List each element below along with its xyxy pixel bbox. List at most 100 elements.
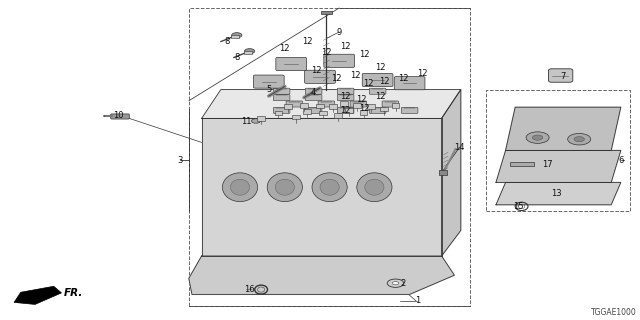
- Text: 12: 12: [340, 92, 351, 100]
- FancyBboxPatch shape: [394, 77, 425, 90]
- Text: 13: 13: [552, 189, 562, 198]
- Text: 12: 12: [331, 74, 341, 83]
- FancyBboxPatch shape: [273, 88, 290, 94]
- FancyBboxPatch shape: [273, 108, 290, 114]
- Circle shape: [526, 132, 549, 143]
- Bar: [439, 170, 447, 175]
- Text: 12: 12: [379, 77, 389, 86]
- Bar: [321, 11, 332, 14]
- FancyBboxPatch shape: [337, 108, 354, 114]
- Bar: [257, 116, 265, 121]
- Polygon shape: [14, 286, 61, 304]
- FancyBboxPatch shape: [369, 108, 386, 114]
- Text: 12: 12: [340, 106, 351, 115]
- Text: 12: 12: [363, 79, 373, 88]
- Bar: [284, 104, 292, 109]
- FancyBboxPatch shape: [305, 88, 322, 94]
- Ellipse shape: [223, 173, 258, 202]
- Polygon shape: [496, 150, 621, 182]
- Text: 12: 12: [360, 104, 370, 113]
- FancyBboxPatch shape: [305, 70, 335, 83]
- FancyBboxPatch shape: [273, 95, 290, 101]
- Bar: [345, 108, 353, 113]
- Circle shape: [244, 49, 255, 54]
- Ellipse shape: [275, 179, 294, 195]
- Bar: [244, 51, 252, 54]
- Text: 15: 15: [513, 202, 524, 211]
- FancyBboxPatch shape: [362, 74, 393, 87]
- Bar: [334, 113, 342, 118]
- Circle shape: [574, 137, 584, 142]
- FancyBboxPatch shape: [401, 108, 418, 114]
- Text: 12: 12: [340, 42, 351, 51]
- Ellipse shape: [320, 179, 339, 195]
- Text: 3: 3: [178, 156, 183, 164]
- FancyBboxPatch shape: [337, 88, 354, 94]
- Ellipse shape: [230, 179, 250, 195]
- Text: FR.: FR.: [64, 288, 83, 298]
- Text: 10: 10: [113, 111, 124, 120]
- Text: 12: 12: [398, 74, 408, 83]
- Circle shape: [392, 282, 399, 285]
- FancyBboxPatch shape: [337, 95, 354, 101]
- Polygon shape: [202, 90, 461, 118]
- FancyBboxPatch shape: [253, 75, 284, 88]
- Text: 9: 9: [337, 28, 342, 36]
- Polygon shape: [442, 90, 461, 256]
- Text: 16: 16: [244, 285, 255, 294]
- Text: 12: 12: [417, 69, 428, 78]
- Text: 12: 12: [350, 71, 360, 80]
- FancyBboxPatch shape: [305, 108, 322, 114]
- Text: 7: 7: [561, 72, 566, 81]
- Text: 12: 12: [280, 44, 290, 52]
- Text: 17: 17: [542, 160, 552, 169]
- Bar: [329, 104, 337, 109]
- Bar: [340, 101, 348, 106]
- Bar: [275, 111, 282, 115]
- Text: 12: 12: [376, 92, 386, 100]
- Bar: [303, 109, 311, 114]
- Bar: [510, 162, 534, 166]
- Circle shape: [568, 133, 591, 145]
- Circle shape: [532, 135, 543, 140]
- Circle shape: [387, 279, 404, 287]
- FancyBboxPatch shape: [111, 114, 129, 119]
- Text: 12: 12: [360, 50, 370, 59]
- FancyBboxPatch shape: [305, 95, 322, 101]
- Text: TGGAE1000: TGGAE1000: [591, 308, 637, 317]
- FancyBboxPatch shape: [324, 54, 355, 68]
- Text: 2: 2: [401, 279, 406, 288]
- FancyBboxPatch shape: [369, 88, 386, 94]
- Text: 8: 8: [234, 53, 239, 62]
- Text: 1: 1: [415, 296, 420, 305]
- Text: 12: 12: [312, 66, 322, 75]
- Text: 8: 8: [225, 37, 230, 46]
- Ellipse shape: [312, 173, 348, 202]
- Text: —: —: [246, 287, 253, 292]
- Bar: [360, 110, 367, 115]
- Circle shape: [232, 33, 242, 38]
- FancyBboxPatch shape: [350, 101, 367, 107]
- FancyBboxPatch shape: [286, 101, 303, 107]
- Bar: [316, 104, 324, 108]
- Polygon shape: [189, 256, 454, 294]
- Bar: [367, 104, 375, 109]
- Text: 12: 12: [321, 48, 332, 57]
- Ellipse shape: [268, 173, 303, 202]
- Bar: [392, 103, 399, 108]
- Text: 5: 5: [266, 85, 271, 94]
- Circle shape: [252, 119, 260, 123]
- Bar: [380, 107, 388, 111]
- Text: 12: 12: [302, 37, 312, 46]
- Bar: [319, 111, 327, 115]
- Text: 14: 14: [454, 143, 465, 152]
- Text: 6: 6: [618, 156, 623, 164]
- Text: 4: 4: [311, 88, 316, 97]
- Polygon shape: [506, 107, 621, 150]
- Text: 11: 11: [241, 117, 252, 126]
- Bar: [231, 35, 239, 38]
- FancyBboxPatch shape: [382, 101, 399, 107]
- Text: 12: 12: [376, 63, 386, 72]
- Bar: [353, 103, 361, 108]
- Ellipse shape: [365, 179, 384, 195]
